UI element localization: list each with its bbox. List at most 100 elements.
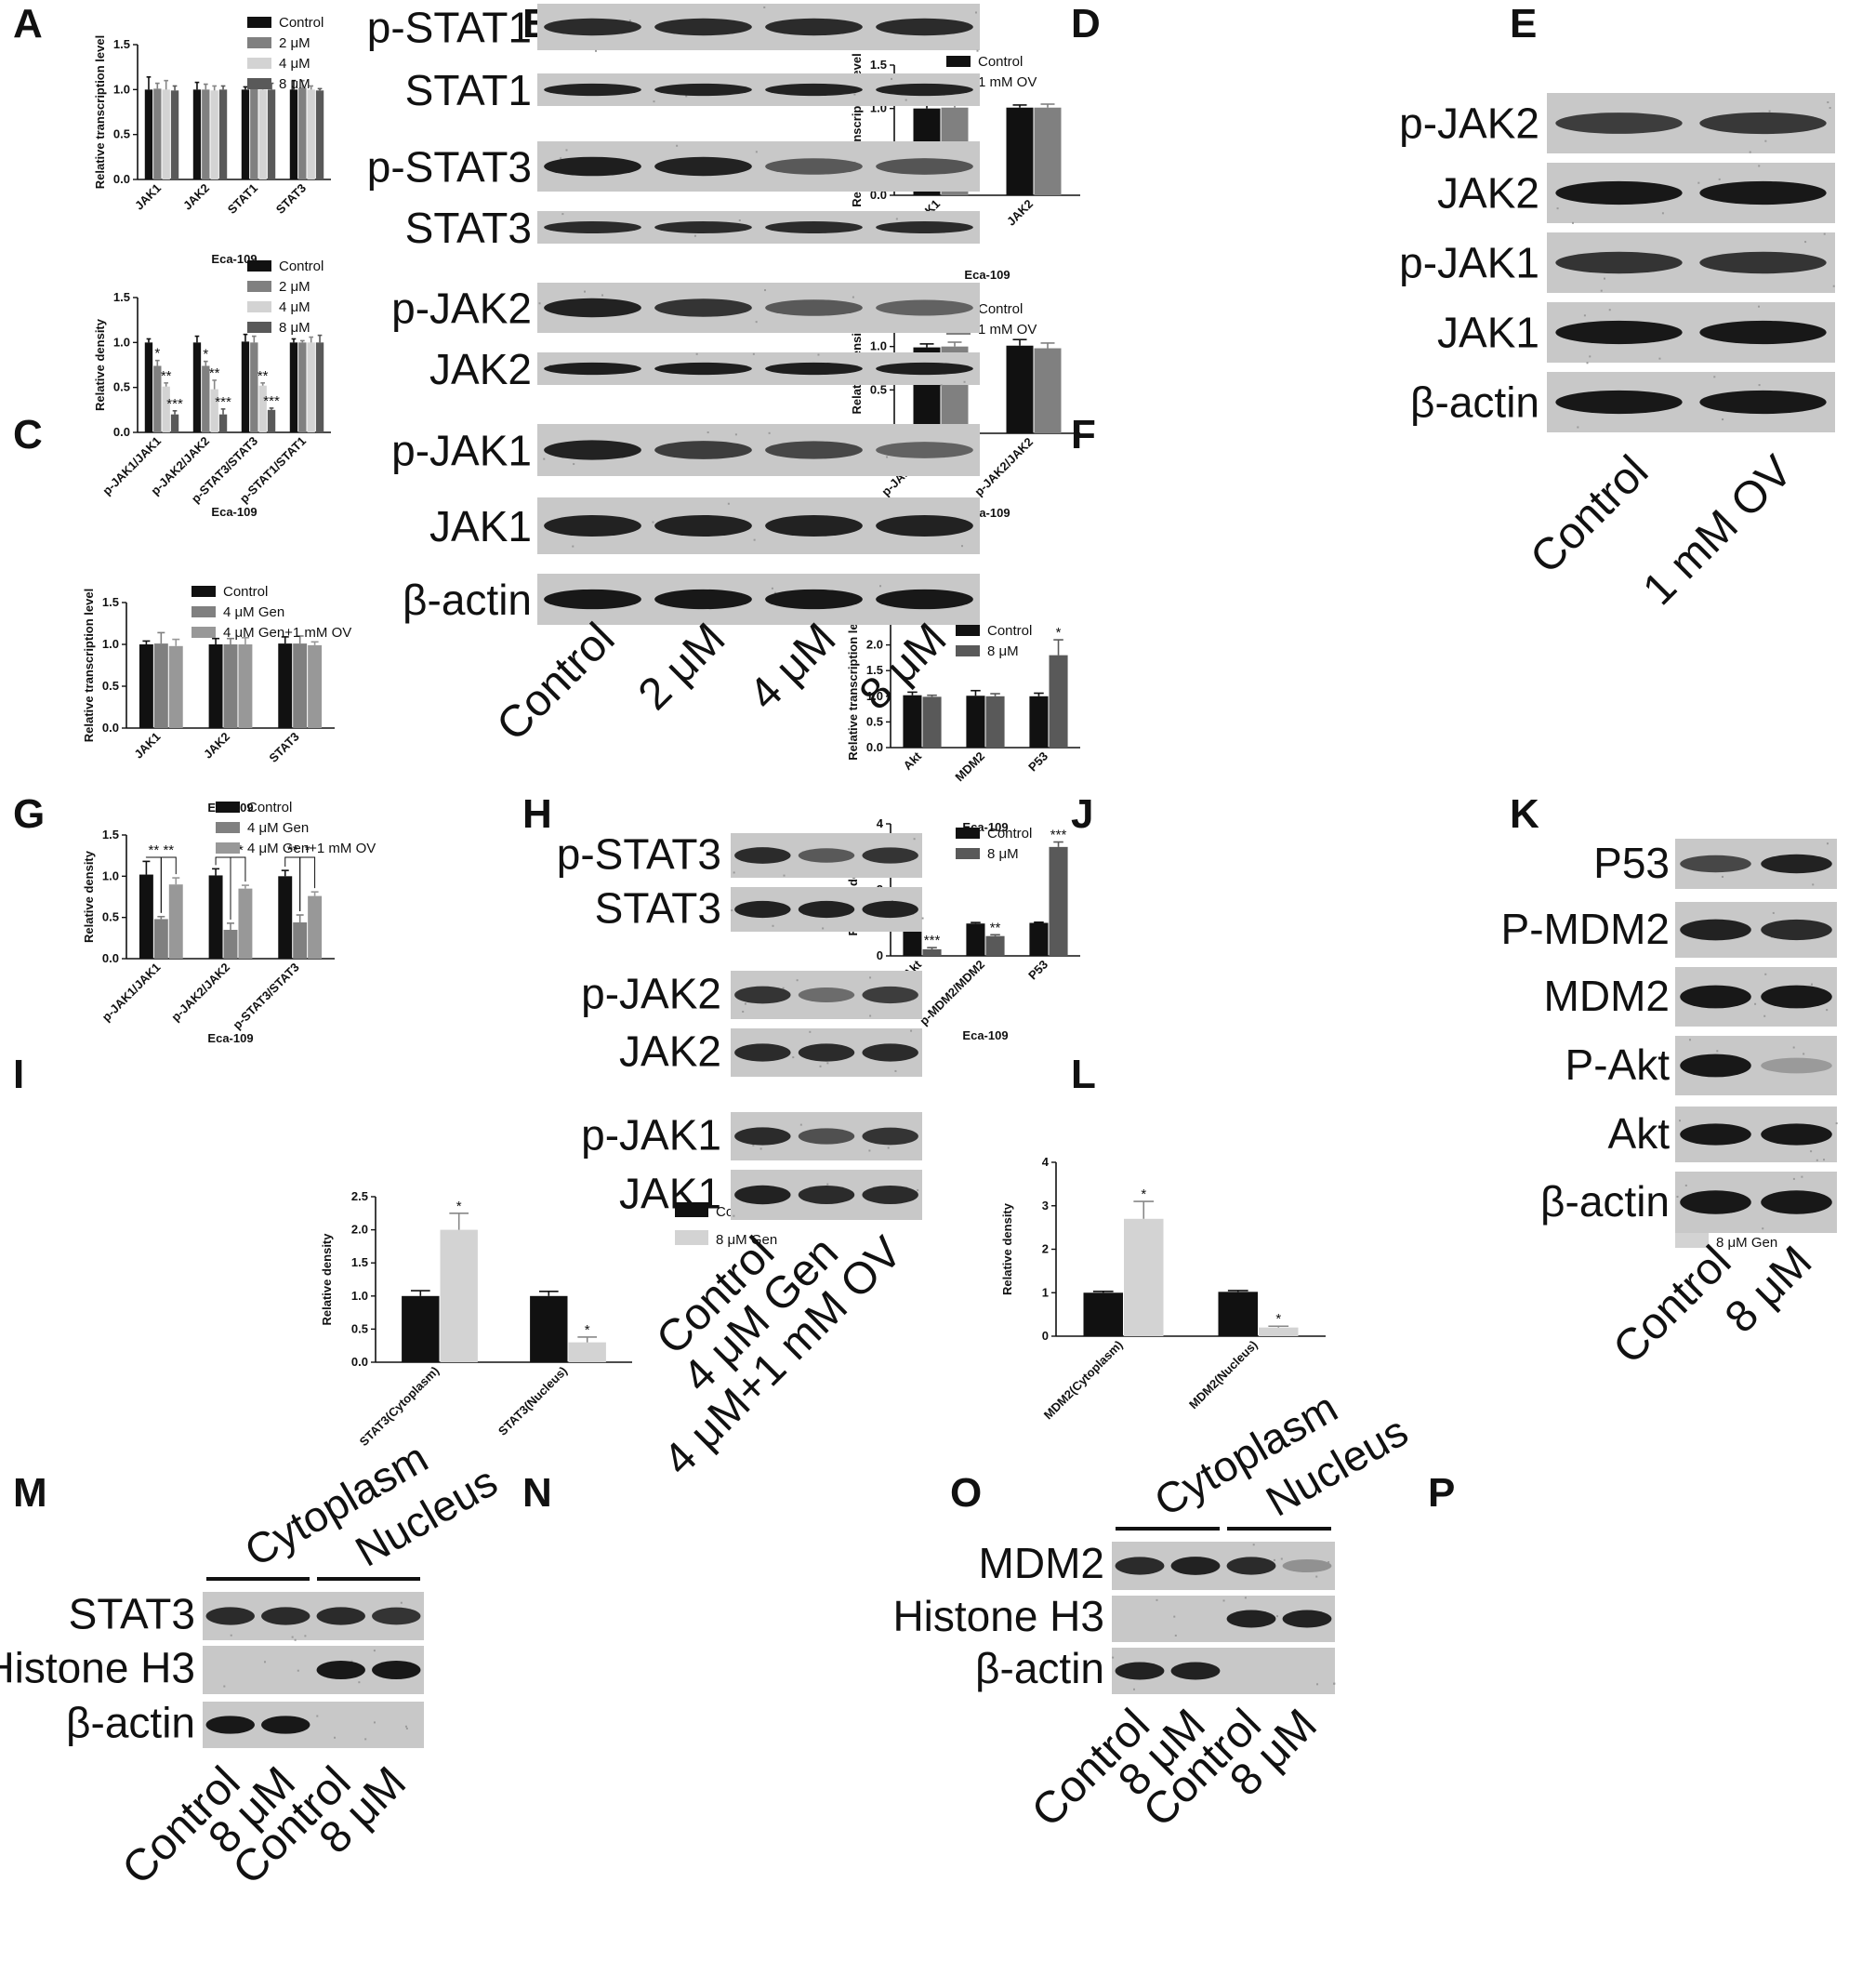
chart-i-legend-swatch [216, 802, 240, 813]
blot-e-background-speck [1571, 221, 1574, 224]
blot-b-background-speck [652, 521, 654, 524]
blot-h-protein-band [862, 1186, 918, 1204]
chart-g-y-tick-label: 0.5 [102, 679, 119, 693]
chart-c-legend-label: 4 μM [279, 299, 310, 315]
blot-m-background-speck [358, 1681, 361, 1684]
chart-a-legend-label: Control [279, 15, 324, 31]
chart-c-significance-mark: *** [263, 393, 280, 409]
blot-h-protein-band [862, 986, 918, 1004]
western-blot-panel-b: p-STAT1 STAT1 p-STAT3 STAT3 p-JAK2 JAK2 p-JAK1… [367, 4, 980, 750]
chart-g-bar [278, 643, 293, 728]
blot-b-protein-band [876, 442, 973, 458]
chart-l-bar [1029, 922, 1049, 956]
blot-h-protein-band [862, 900, 918, 919]
chart-a-bar [153, 88, 162, 179]
chart-a-bar [192, 89, 202, 179]
blot-b-background-speck [755, 321, 758, 324]
blot-b-background-speck [764, 289, 767, 292]
chart-c-y-tick-label: 1.5 [113, 290, 130, 304]
chart-a-legend-label: 2 μM [279, 35, 310, 51]
blot-e-background-speck [1758, 305, 1761, 308]
panel-label-k: K [1510, 791, 1539, 837]
blot-k-background-speck [1721, 875, 1724, 878]
chart-g-legend-label: Control [223, 584, 268, 600]
chart-n-bar [530, 1295, 568, 1362]
blot-h-background-speck [921, 917, 924, 920]
blot-b-background-speck [763, 6, 766, 8]
blot-b-protein-band [544, 18, 641, 36]
blot-h-protein-band [798, 987, 855, 1002]
chart-p-y-tick-label: 3 [1042, 1199, 1049, 1213]
chart-i-significance-bracket [299, 856, 316, 912]
blot-o-protein-band [1282, 1610, 1332, 1628]
blot-b-band-label: JAK2 [429, 345, 532, 393]
blot-e-background-speck [1697, 181, 1700, 184]
chart-a-x-axis-label: Eca-109 [211, 252, 257, 266]
blot-b-band-label: STAT3 [405, 204, 532, 252]
blot-k-background-speck [1801, 1175, 1803, 1178]
blot-h-background-speck [913, 838, 916, 841]
blot-m-background-speck [291, 1636, 294, 1638]
blot-h-background-speck [917, 1188, 919, 1191]
chart-a-bar [241, 89, 250, 179]
chart-p-bar [1218, 1292, 1258, 1336]
blot-b-background-speck [676, 144, 679, 147]
blot-e-protein-band [1555, 390, 1683, 415]
blot-h-protein-band [798, 1128, 855, 1145]
blot-b-background-speck [738, 219, 741, 221]
chart-a-y-tick-label: 0.5 [113, 127, 130, 141]
blot-o-background-speck [1173, 1615, 1176, 1618]
chart-i-y-tick-label: 1.5 [102, 828, 119, 842]
chart-g-bar [308, 644, 323, 728]
chart-g-y-axis-label: Relative transcription level [82, 589, 96, 742]
chart-i-bar [208, 875, 223, 959]
blot-k-background-speck [1772, 911, 1775, 914]
blot-b-band-label: β-actin [403, 576, 532, 624]
blot-b-band-label: STAT1 [405, 66, 532, 114]
chart-a-legend-label: 4 μM [279, 56, 310, 72]
chart-p-legend-swatch [1675, 1233, 1709, 1248]
chart-a-y-tick-label: 1.0 [113, 82, 130, 96]
blot-b-background-speck [852, 296, 854, 298]
blot-o-background-speck [1273, 1558, 1275, 1561]
blot-k-background-speck [1676, 1196, 1679, 1199]
blot-b-protein-band [544, 156, 641, 177]
chart-n-bar [402, 1295, 440, 1362]
chart-c-legend-label: 8 μM [279, 320, 310, 336]
blot-b-background-speck [853, 93, 856, 96]
blot-k-protein-band [1680, 1190, 1751, 1214]
chart-d-legend-swatch [946, 56, 971, 67]
chart-p-y-tick-label: 4 [1042, 1155, 1050, 1169]
blot-e-background-speck [1823, 232, 1826, 235]
chart-c-significance-mark: * [203, 347, 208, 363]
blot-b-protein-band [876, 221, 973, 233]
chart-i-bar [308, 895, 323, 959]
blot-b-background-speck [734, 433, 737, 436]
blot-b-background-speck [707, 431, 709, 434]
chart-j-y-tick-label: 2.0 [866, 638, 883, 652]
blot-e-protein-band [1699, 112, 1827, 135]
blot-b-protein-band [765, 221, 863, 233]
blot-h-background-speck [894, 1069, 897, 1072]
blot-h-band-label: STAT3 [595, 883, 721, 932]
chart-l-bar [922, 948, 942, 956]
blot-h-background-speck [731, 909, 733, 912]
blot-k-band-label: P-MDM2 [1501, 905, 1670, 953]
blot-o-background-speck [1333, 1682, 1336, 1685]
chart-c-bar [289, 342, 298, 432]
blot-h-protein-band [734, 986, 791, 1004]
blot-b-background-speck [773, 591, 776, 594]
chart-n-legend-swatch [675, 1230, 708, 1245]
chart-l-bar [966, 923, 985, 956]
blot-k-band-label: Akt [1608, 1109, 1671, 1158]
blot-h-background-speck [819, 1065, 822, 1067]
chart-i-bar [153, 919, 168, 959]
chart-d-bar [1006, 107, 1034, 195]
blot-h-background-speck [822, 927, 825, 930]
chart-d-x-axis-label: Eca-109 [964, 268, 1010, 282]
blot-o-background-speck [1222, 1599, 1225, 1602]
chart-p-bar [1083, 1292, 1123, 1336]
blot-b-protein-band [654, 441, 752, 459]
blot-b-background-speck [538, 302, 541, 305]
